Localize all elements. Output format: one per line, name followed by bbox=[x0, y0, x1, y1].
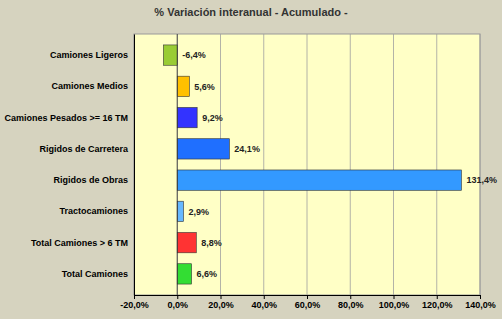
tick-label: 0,0% bbox=[167, 300, 188, 310]
data-label: 24,1% bbox=[234, 144, 260, 154]
axis-line bbox=[135, 296, 481, 300]
data-label: 5,6% bbox=[194, 82, 215, 92]
data-label: 131,4% bbox=[466, 175, 497, 185]
tick: Camiones Medios bbox=[51, 81, 134, 91]
grid-line bbox=[177, 34, 178, 295]
tick: 20,0% bbox=[208, 295, 234, 310]
tick: Camiones Ligeros bbox=[50, 50, 134, 60]
tick-mark bbox=[177, 295, 178, 299]
grid-line bbox=[220, 34, 221, 295]
tick: -20,0% bbox=[120, 295, 149, 310]
tick: 0,0% bbox=[167, 295, 188, 310]
tick-label: -20,0% bbox=[120, 300, 149, 310]
tick: Total Camiones bbox=[62, 269, 134, 279]
data-label: -6,4% bbox=[182, 50, 206, 60]
tick: Rigidos de Obras bbox=[53, 175, 134, 185]
tick: 80,0% bbox=[338, 295, 364, 310]
tick: Tractocamiones bbox=[59, 206, 134, 216]
grid bbox=[134, 34, 480, 295]
data-label: 9,2% bbox=[202, 113, 223, 123]
background bbox=[0, 0, 502, 319]
tick-mark bbox=[221, 295, 222, 299]
tick-label: 140,0% bbox=[465, 300, 496, 310]
tick: 60,0% bbox=[295, 295, 321, 310]
grid-line bbox=[480, 34, 481, 295]
bar bbox=[177, 139, 229, 159]
tick-label: 60,0% bbox=[295, 300, 321, 310]
bar bbox=[177, 232, 196, 252]
data-label: 8,8% bbox=[201, 238, 222, 248]
data-labels: -6,4% 5,6% 9,2% 24,1% 131,4% 2,9% 8,8% 6,6% bbox=[182, 50, 497, 279]
tick-mark bbox=[264, 295, 265, 299]
x-axis: -20,0% 0,0% 20,0% 40,0% 60,0% 80,0% 100,0% 120,… bbox=[120, 295, 496, 310]
category-label: Tractocamiones bbox=[59, 206, 128, 216]
category-label: Rigidos de Carretera bbox=[39, 144, 129, 154]
category-label: Camiones Pesados >= 16 TM bbox=[4, 112, 128, 122]
tick: 140,0% bbox=[465, 295, 496, 310]
data-label: 2,9% bbox=[189, 207, 210, 217]
tick-mark bbox=[394, 295, 395, 299]
grid-line bbox=[436, 34, 437, 295]
axis-line bbox=[134, 35, 135, 296]
tick: 120,0% bbox=[422, 295, 453, 310]
tick: Rigidos de Carretera bbox=[39, 144, 134, 154]
plot: -20,0% 0,0% 20,0% 40,0% 60,0% 80,0% 100,0% 120,… bbox=[4, 34, 496, 310]
tick-mark bbox=[480, 295, 481, 299]
bar bbox=[177, 264, 191, 284]
bar bbox=[177, 76, 189, 96]
tick-label: 40,0% bbox=[251, 300, 277, 310]
category-label: Total Camiones bbox=[62, 269, 128, 279]
bar bbox=[163, 45, 177, 65]
tick-mark bbox=[350, 295, 351, 299]
tick-mark bbox=[437, 295, 438, 299]
grid-line bbox=[393, 34, 394, 295]
bar bbox=[177, 201, 183, 221]
bar bbox=[177, 170, 461, 190]
tick: Camiones Pesados >= 16 TM bbox=[4, 112, 134, 122]
tick-label: 80,0% bbox=[338, 300, 364, 310]
tick: 100,0% bbox=[379, 295, 410, 310]
plot-area bbox=[134, 34, 480, 295]
title: % Variación interanual - Acumulado - bbox=[154, 6, 348, 18]
category-label: Total Camiones > 6 TM bbox=[31, 238, 128, 248]
grid-line bbox=[307, 34, 308, 295]
y-axis: Camiones Ligeros Camiones Medios Camiones … bbox=[4, 35, 134, 296]
category-label: Camiones Medios bbox=[51, 81, 128, 91]
tick-mark bbox=[134, 295, 135, 299]
grid-line bbox=[350, 34, 351, 295]
category-label: Camiones Ligeros bbox=[50, 50, 128, 60]
tick: Total Camiones > 6 TM bbox=[31, 238, 134, 248]
category-label: Rigidos de Obras bbox=[53, 175, 128, 185]
tick-label: 100,0% bbox=[379, 300, 410, 310]
data-label: 6,6% bbox=[197, 269, 218, 279]
grid-line bbox=[134, 34, 135, 295]
tick-label: 20,0% bbox=[208, 300, 234, 310]
tick-label: 120,0% bbox=[422, 300, 453, 310]
bars bbox=[163, 45, 461, 284]
tick: 40,0% bbox=[251, 295, 277, 310]
chart: % Variación interanual - Acumulado - -20,… bbox=[0, 0, 502, 319]
bar bbox=[177, 107, 197, 127]
zero-line bbox=[177, 34, 178, 295]
tick-mark bbox=[307, 295, 308, 299]
grid-line bbox=[263, 34, 264, 295]
